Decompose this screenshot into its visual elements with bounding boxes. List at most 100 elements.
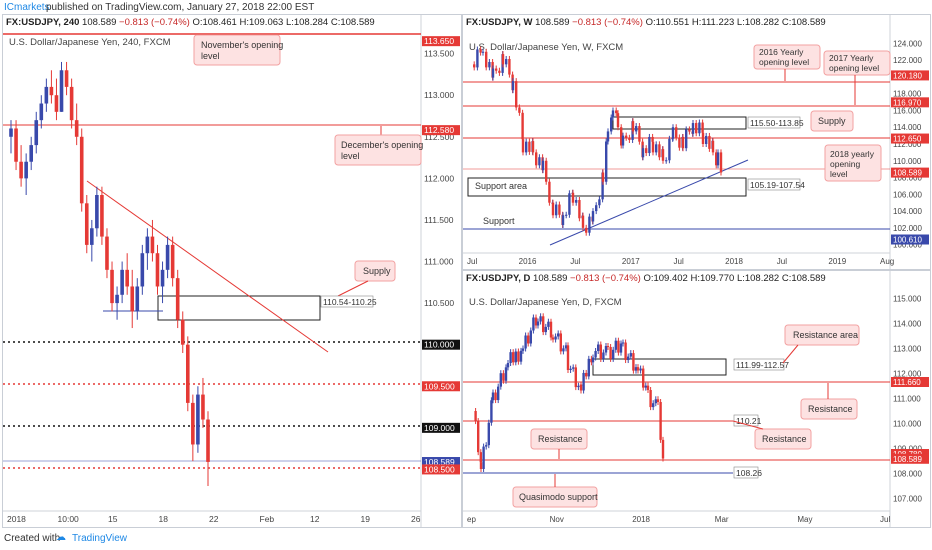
candle-body (542, 316, 545, 333)
candle-body (511, 81, 515, 91)
candle-body (601, 172, 604, 200)
y-tick-label: 124.000 (893, 39, 922, 48)
y-tick-label: 106.000 (893, 190, 922, 199)
candle-body (160, 269, 165, 287)
annotation-resistance-area: Resistance area (782, 324, 860, 364)
candle-body (642, 368, 645, 388)
candle-body (535, 152, 538, 166)
candle-body (115, 294, 119, 304)
candle-body (659, 402, 662, 440)
ohlc-values: O:109.402 H:109.770 L:108.282 C:108.589 (643, 273, 826, 284)
candle-body (547, 321, 550, 327)
chart-daily[interactable]: 111.99-112.57 110.21 108.26 Resistance a… (463, 271, 930, 527)
candle-body (544, 326, 547, 333)
candle-body (575, 200, 578, 203)
price-badge-label: 111.660 (893, 378, 921, 387)
price-badge (891, 167, 929, 178)
symbol-label: FX:USDJPY, 240 (6, 17, 80, 28)
candle-body (636, 367, 640, 371)
svg-text:Resistance: Resistance (538, 434, 583, 444)
candle-body (105, 236, 109, 270)
trendline (86, 180, 329, 353)
candle-body (605, 141, 608, 182)
zone-label: 110.54-110.25 (323, 297, 377, 307)
broker-name[interactable]: ICmarkets (4, 2, 50, 13)
candle-body (521, 139, 525, 153)
candle-body (498, 70, 501, 73)
candle-body (558, 204, 561, 215)
candle-body (515, 81, 518, 108)
annotation-supply: Supply (810, 110, 854, 132)
chart-panel-h4[interactable]: FX:USDJPY, 240 108.589 −0.813 (−0.74%) O… (2, 14, 462, 528)
candle-body (541, 160, 545, 171)
candle-body (494, 392, 497, 401)
candle-body (24, 161, 28, 179)
annotation-2017-open: 2017 Yearly opening level (823, 50, 891, 105)
chart-panel-weekly[interactable]: FX:USDJPY, W 108.589 −0.813 (−0.74%) O:1… (462, 14, 931, 270)
candle-body (545, 160, 548, 182)
x-tick-label: 18 (159, 514, 169, 524)
candle-body (536, 321, 540, 326)
y-tick-label: 112.000 (893, 370, 922, 379)
price-badge-label: 116.970 (893, 98, 922, 107)
candle-body (69, 86, 74, 121)
candle-body (135, 286, 140, 312)
annotation-nov-open: November's opening level (193, 34, 283, 66)
candle-body (588, 216, 591, 233)
x-tick-label: Nov (550, 515, 564, 524)
y-tick-label: 108.000 (893, 174, 922, 183)
candle-body (140, 253, 145, 287)
candle-body (505, 58, 508, 65)
y-tick-label: 118.000 (893, 90, 922, 99)
candle-body (595, 205, 598, 212)
svg-text:opening level: opening level (829, 63, 879, 73)
label-support-area: Support area (475, 181, 527, 191)
candle-body (517, 351, 520, 362)
annotation-resistance-3: Resistance (530, 428, 588, 459)
tradingview-brand[interactable]: TradingView (72, 533, 128, 544)
candle-body (54, 95, 59, 112)
price-badge-label: 112.580 (424, 125, 454, 135)
candle-body (716, 152, 720, 166)
y-tick-label: 110.000 (893, 420, 922, 429)
y-tick-label: 112.500 (424, 132, 454, 142)
y-tick-label: 100.000 (893, 241, 922, 250)
chart-weekly[interactable]: 115.50-113.85 105.19-107.54 Support area… (463, 15, 930, 269)
candle-body (582, 372, 585, 391)
candle-body (524, 335, 527, 349)
candle-body (610, 117, 613, 132)
instrument-name: U.S. Dollar/Japanese Yen, D, FXCM (469, 297, 622, 308)
x-tick-label: May (797, 515, 812, 524)
candle-body (130, 286, 135, 312)
annotation-quasimodo: Quasimodo support (512, 474, 598, 508)
candle-body (79, 136, 84, 204)
candle-body (631, 121, 635, 132)
candle-body (581, 215, 585, 228)
annotation-resistance-1: Resistance (800, 383, 858, 420)
price-badge-label: 113.650 (424, 36, 454, 46)
candle-body (627, 356, 630, 361)
candle-body (606, 346, 610, 347)
price-badge (891, 234, 929, 245)
price-badge (422, 422, 460, 433)
annotation-resistance-2: Resistance (732, 420, 812, 450)
candle-body (656, 399, 660, 402)
candle-body (559, 333, 562, 352)
chart-panel-daily[interactable]: FX:USDJPY, D 108.589 −0.813 (−0.74%) O:1… (462, 270, 931, 528)
annotation-2018-open: 2018 yearly opening level (824, 144, 882, 182)
tradingview-logo-icon: ☁ (56, 532, 66, 543)
candle-body (649, 390, 652, 408)
candle-body (701, 122, 704, 133)
price-badge-label: 110.000 (424, 340, 454, 350)
chart-h4[interactable]: November's opening level December's open… (3, 15, 461, 527)
x-tick-label: Jul (674, 257, 684, 266)
candle-body (150, 236, 155, 254)
candle-body (555, 204, 558, 216)
candle-body (685, 129, 688, 149)
candle-body (598, 199, 601, 206)
candle-body (597, 344, 600, 351)
y-tick-label: 102.000 (893, 224, 922, 233)
candle-body (701, 132, 705, 144)
candle-body (634, 367, 638, 371)
candle-body (639, 368, 642, 371)
